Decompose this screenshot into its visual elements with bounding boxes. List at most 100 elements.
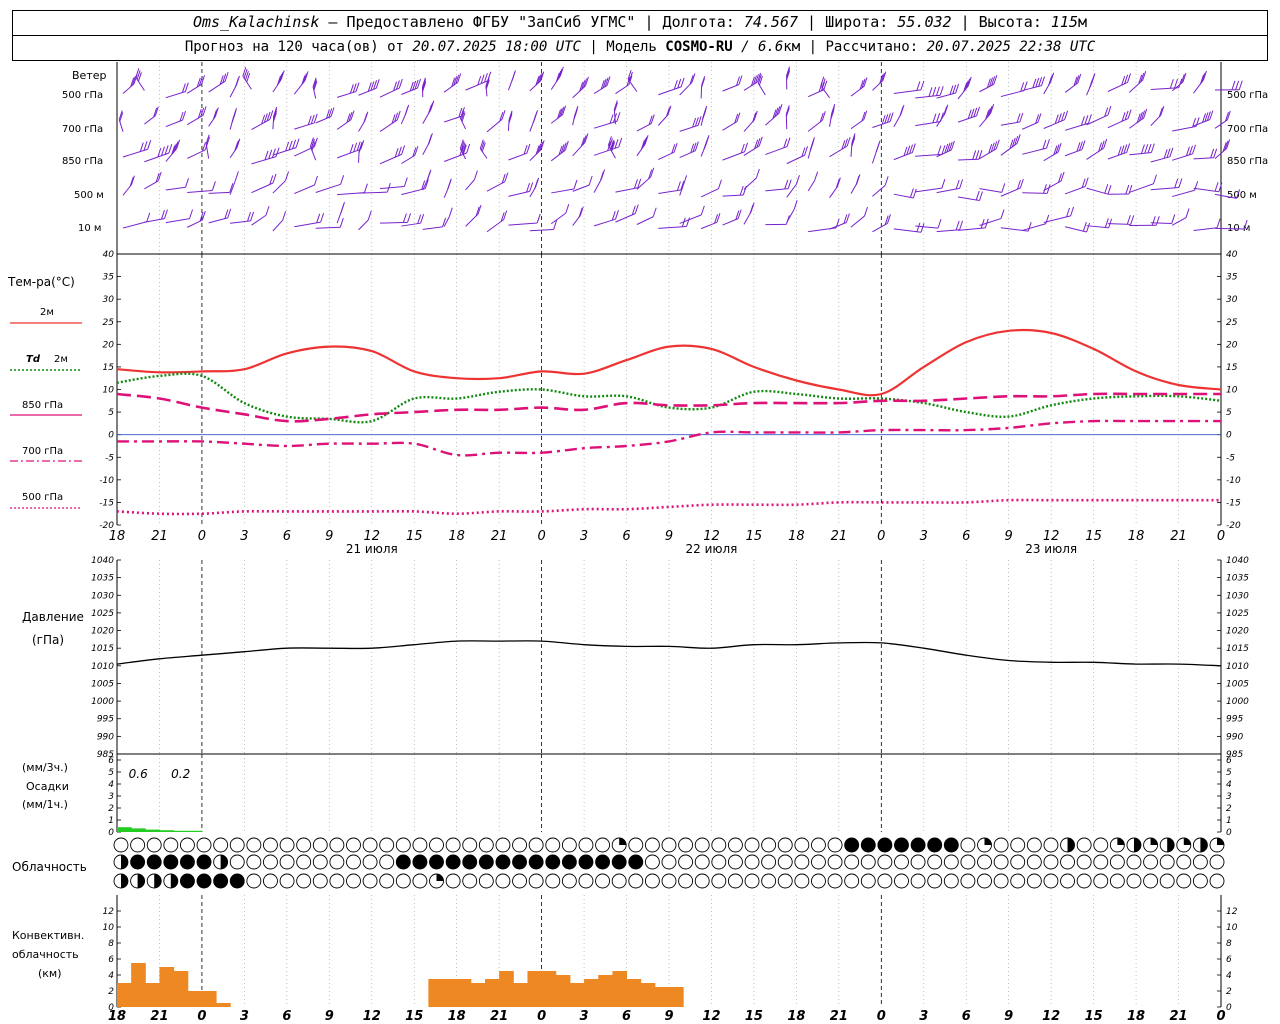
wind-barb-feather — [131, 76, 136, 86]
cloud-cover-symbol — [977, 837, 992, 853]
wind-barb — [251, 147, 280, 165]
wind-barb-feather — [642, 138, 647, 148]
wind-barb-feather — [529, 182, 534, 192]
wind-barb-feather — [535, 76, 540, 86]
cloud-cover-symbol — [777, 837, 793, 853]
cloud-cover-symbol — [246, 837, 262, 853]
wind-barb — [615, 178, 642, 193]
wind-barb-feather — [403, 177, 408, 187]
wind-barb-feather — [939, 86, 944, 96]
wind-barb — [1064, 177, 1089, 195]
bottom-axis-hour-label: 12 — [1042, 1009, 1060, 1024]
cloud-cover-symbol — [943, 873, 959, 889]
wind-barb-feather — [964, 80, 969, 90]
wind-barb-feather — [398, 78, 403, 89]
wind-barb — [312, 77, 318, 99]
cloud-cover-symbol — [628, 873, 644, 889]
wind-barb — [118, 110, 124, 132]
wind-barb — [272, 138, 300, 156]
wind-barb-feather — [1226, 110, 1231, 121]
wind-barb-feather — [360, 140, 365, 150]
cloud-cover-symbol — [993, 873, 1009, 889]
cloud-circle — [229, 837, 245, 853]
wind-barb — [700, 76, 706, 99]
pressure-ytick-label-right: 1025 — [1226, 609, 1249, 619]
wind-barb — [915, 179, 946, 193]
longitude-value: 74.567 — [743, 13, 799, 31]
cloud-circle — [1126, 854, 1142, 870]
temp-axis-hour-label: 9 — [1005, 529, 1013, 544]
cloud-circle — [395, 854, 411, 870]
cloud-cover-symbol — [512, 854, 527, 870]
wind-barb-staff — [336, 119, 352, 130]
wind-barb-feather — [485, 79, 490, 90]
wind-barb-feather — [752, 112, 757, 122]
bottom-axis-hour-label: 21 — [1169, 1009, 1187, 1024]
wind-barb — [401, 146, 419, 165]
wind-barb-feather — [1178, 178, 1183, 188]
cloud-cover-symbol — [1043, 873, 1059, 889]
wind-barb-feather — [906, 145, 911, 155]
wind-barb-feather — [460, 110, 465, 121]
wind-barb — [1171, 72, 1187, 92]
cloud-circle — [811, 854, 826, 870]
wind-barb-feather — [1209, 110, 1214, 120]
cloud-half-fill — [1200, 838, 1208, 853]
cloud-circle — [727, 873, 743, 889]
temp-axis-hour-label: 12 — [703, 529, 720, 544]
wind-barb-staff — [1193, 227, 1218, 231]
wind-barb-staff — [957, 196, 980, 201]
wind-barb-feather — [311, 141, 316, 151]
temp-axis-hour-label: 15 — [1085, 529, 1102, 544]
wind-barb-feather — [702, 110, 707, 120]
cloud-cover-symbol — [263, 837, 278, 853]
cloud-circle — [860, 873, 876, 889]
cloud-circle — [561, 837, 577, 853]
temp-axis-hour-label: 18 — [448, 529, 465, 544]
cloud-cover-symbol — [1176, 854, 1192, 870]
wind-barb-feather — [618, 137, 623, 148]
wind-barb-feather — [540, 71, 545, 81]
wind-barb-staff — [700, 188, 719, 198]
wind-barb-feather — [634, 204, 639, 214]
wind-barb-feather — [899, 106, 904, 117]
wind-barb — [294, 175, 318, 194]
wind-barb-staff — [443, 187, 449, 198]
wind-barb — [421, 77, 427, 98]
wind-barb-staff — [336, 211, 342, 224]
wind-barb — [229, 75, 240, 98]
cloud-cover-symbol — [1159, 837, 1175, 853]
wind-barb — [743, 110, 758, 132]
wind-barb-feather — [266, 111, 271, 122]
wind-barb-feather — [1121, 112, 1126, 122]
cloud-circle — [213, 837, 229, 853]
wind-barb — [294, 113, 318, 130]
wind-barb-feather — [197, 109, 202, 119]
wind-barb-staff — [979, 218, 1002, 227]
wind-barb — [808, 218, 840, 233]
wind-barb-feather — [735, 210, 740, 220]
wind-barb-feather — [401, 145, 406, 155]
cloud-cover-symbol — [429, 837, 444, 853]
pressure-ytick-label-right: 1010 — [1226, 662, 1249, 672]
wind-barb-feather — [235, 77, 239, 87]
cloud-circle — [412, 837, 428, 853]
precip-ytick-label: 4 — [108, 780, 114, 790]
conv-ytick-label-right: 0 — [1226, 1003, 1232, 1013]
wind-barb — [743, 72, 762, 91]
wind-barb-feather — [1210, 148, 1215, 159]
wind-barb-staff — [679, 150, 696, 159]
wind-barb-feather — [279, 72, 284, 82]
wind-barb-feather — [1174, 78, 1179, 89]
wind-barb-feather — [1120, 145, 1125, 155]
cloud-cover-symbol — [661, 873, 677, 889]
temp-ytick-label: -5 — [105, 453, 114, 463]
wind-barb-feather — [955, 220, 960, 231]
wind-barb-feather — [460, 141, 465, 151]
wind-barb-feather — [174, 141, 179, 151]
wind-barb-staff — [1086, 147, 1105, 160]
day-label: 23 июля — [1025, 542, 1077, 556]
wind-barb-feather — [955, 179, 960, 190]
cloud-cover-symbol — [960, 854, 976, 870]
cloud-cover-symbol — [495, 837, 511, 853]
